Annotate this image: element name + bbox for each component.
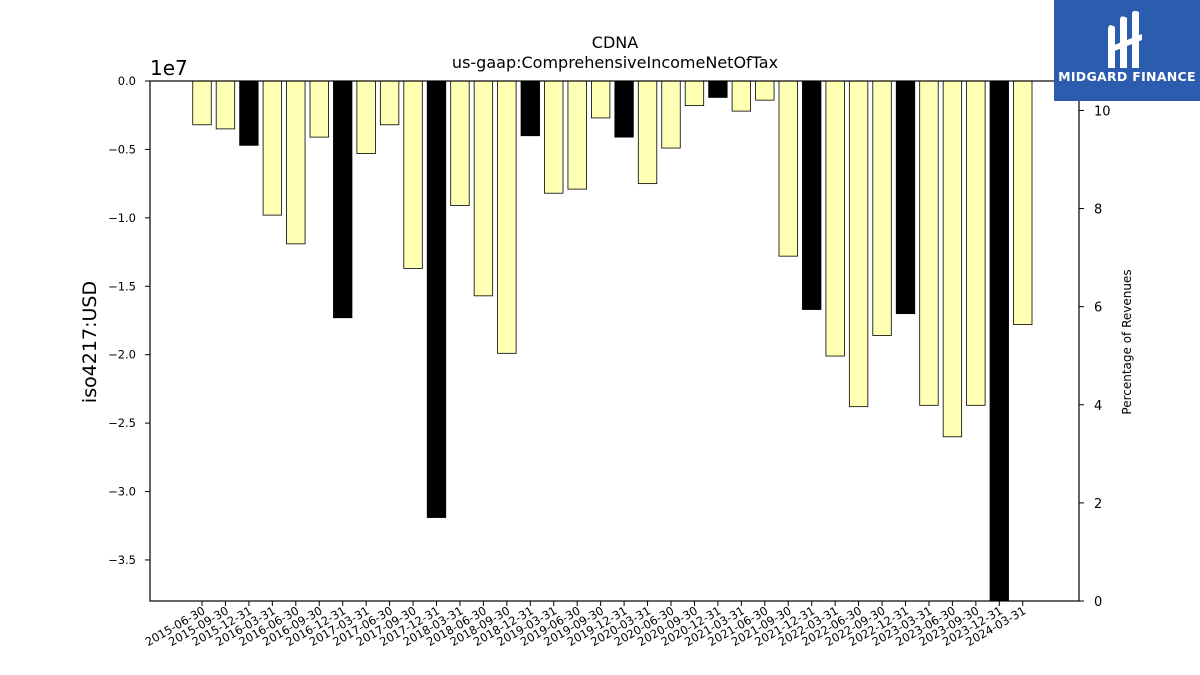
bar [637,80,658,185]
x-axis-ticks: 2015-06-302015-09-302015-12-312016-03-31… [143,601,1028,649]
bar [708,80,728,98]
bar [520,80,540,137]
bar [989,80,1009,602]
bar [966,80,986,406]
bar [755,80,775,101]
y-tick-label: −2.5 [108,416,136,430]
y-tick-label: −3.0 [108,485,136,499]
bar [286,80,306,245]
plot-frame [149,80,1080,602]
bar [403,80,423,269]
bar [1013,80,1033,325]
y2-tick-label: 0 [1094,595,1102,610]
bar [919,80,939,406]
bar [731,80,751,112]
bar [473,80,494,297]
brand-logo: MIDGARD FINANCE [1054,0,1200,101]
y-axis-label: iso4217:USD [79,281,101,403]
bar [614,80,634,138]
brand-logo-text: MIDGARD FINANCE [1058,69,1196,84]
y-tick-label: −1.0 [108,211,136,225]
bar [309,80,329,138]
bar [356,80,376,154]
y2-tick-label: 6 [1094,301,1102,316]
bar [778,80,798,257]
y-offset-label: 1e7 [150,56,188,80]
bar [239,80,259,146]
bar [661,80,681,149]
bar [825,80,845,357]
y2-tick-label: 8 [1094,203,1102,218]
y2-tick-label: 4 [1094,399,1102,414]
y2-axis-label: Percentage of Revenues [1120,269,1134,414]
bar [497,80,517,354]
chart-title: CDNA [592,33,638,52]
y-axis-ticks: 0.0 −0.5 −1.0 −1.5 −2.0 −2.5 −3.0 −3.5 [108,74,150,567]
bar [333,80,353,319]
y-tick-label: −3.5 [108,553,136,567]
bar [215,80,236,130]
bars-group [192,80,1033,602]
bar [567,80,587,190]
chart-subtitle: us-gaap:ComprehensiveIncomeNetOfTax [452,53,778,72]
y-tick-label: −2.0 [108,348,136,362]
bar [895,80,916,315]
bar [684,80,705,107]
bar [591,80,611,119]
bar [262,80,283,216]
y-tick-label: 0.0 [118,74,136,88]
bar [192,80,212,126]
bar [379,80,400,126]
y2-tick-label: 10 [1094,104,1111,119]
y2-tick-label: 2 [1094,497,1102,512]
y-tick-label: −1.5 [108,279,136,293]
bar [872,80,892,336]
bar [802,80,822,310]
bar [426,80,447,518]
y-tick-label: −0.5 [108,142,136,156]
bar [848,80,869,408]
bar [450,80,470,206]
y2-axis-ticks: 0 2 4 6 8 10 [1079,104,1111,610]
bar [942,80,963,438]
bar [544,80,564,194]
brand-logo-icon [1108,10,1142,68]
